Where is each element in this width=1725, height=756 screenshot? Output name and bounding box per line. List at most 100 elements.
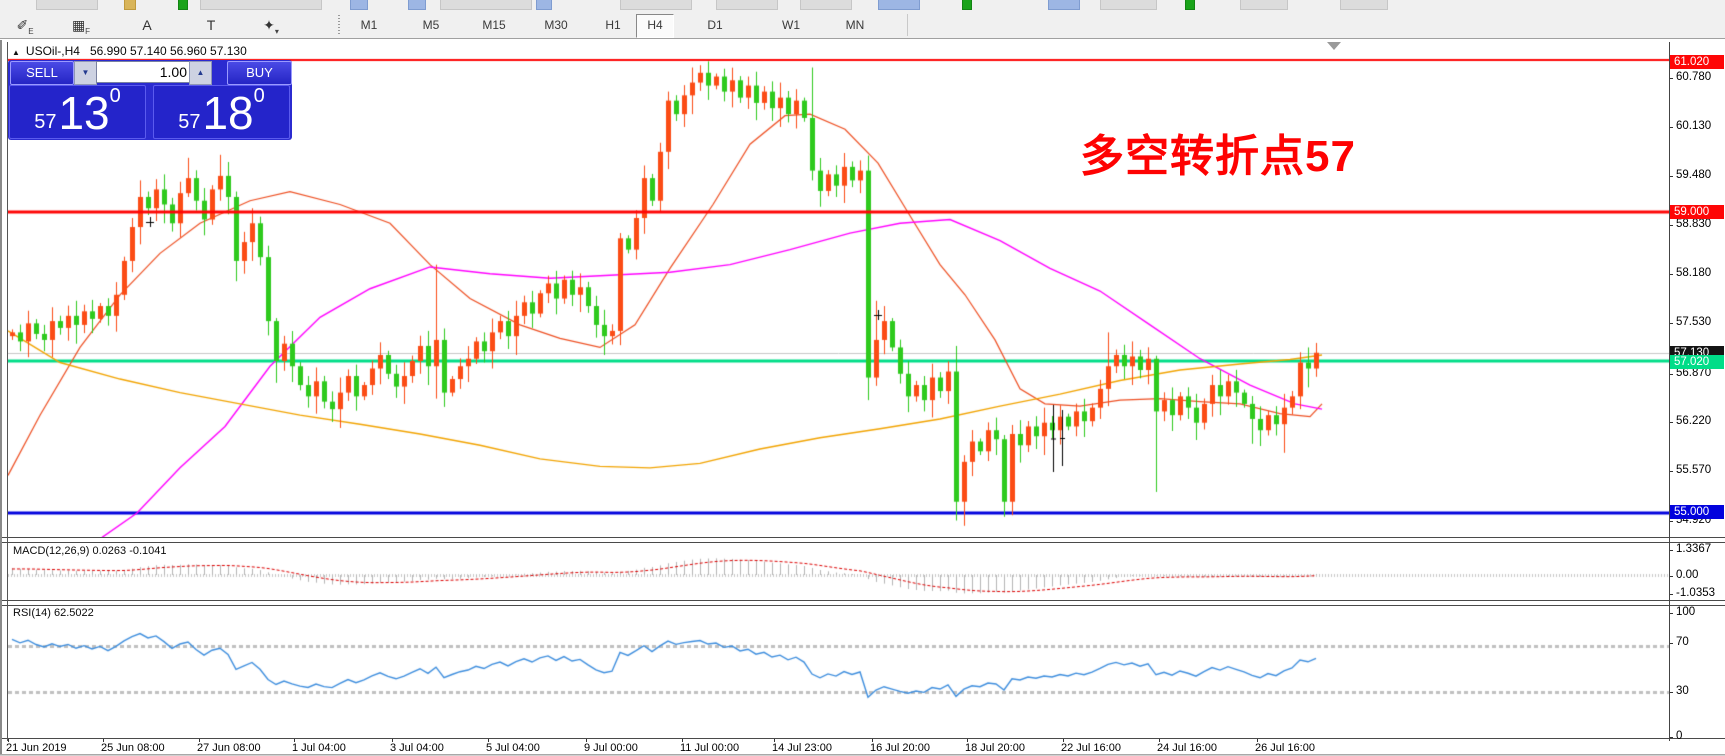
macd-axis-label: 0.00 [1676,569,1699,581]
timeframe-button-h4[interactable]: H4 [636,14,674,38]
volume-input[interactable] [96,61,192,83]
time-axis-label: 1 Jul 04:00 [292,742,346,754]
axis-tick [1669,127,1673,128]
axis-tick [1669,737,1673,738]
macd-axis-label: -1.0353 [1676,587,1716,599]
time-axis-tick [1257,739,1258,742]
price-badge-59.000: 59.000 [1670,205,1724,219]
rsi-axis-label: 30 [1676,685,1689,697]
time-axis-label: 26 Jul 16:00 [1255,742,1315,754]
toolbar-fragment [1185,0,1195,10]
time-axis-label: 5 Jul 04:00 [486,742,540,754]
time-axis-label: 24 Jul 16:00 [1157,742,1217,754]
ohlc-quote: 56.990 57.140 56.960 57.130 [89,44,247,58]
toolbar-fragment [536,0,552,10]
axis-tick [1669,521,1673,522]
volume-increase-button[interactable]: ▲ [189,61,212,85]
rsi-axis-label: 100 [1676,606,1696,618]
buy-price-button[interactable]: 57 18 0 [153,85,290,139]
time-axis-label: 25 Jun 08:00 [101,742,165,754]
pane-separator[interactable] [0,537,1725,543]
text-label-icon[interactable]: A [142,17,152,33]
rsi-value: 62.5022 [53,607,94,619]
axis-tick [1669,550,1673,551]
timeframe-button-m1[interactable]: M1 [360,18,378,32]
time-axis-label: 14 Jul 23:00 [772,742,832,754]
toolbar-fragment [124,0,136,10]
buy-price-point: 0 [253,85,265,107]
time-axis-label: 11 Jul 00:00 [680,742,740,754]
time-axis-label: 27 Jun 08:00 [197,742,261,754]
axis-tick [1669,374,1673,375]
toolbar-fragment [878,0,920,10]
time-axis-label: 22 Jul 16:00 [1061,742,1121,754]
chart-annotation-text: 多空转折点57 [1080,132,1356,181]
timeframe-button-h1[interactable]: H1 [605,18,621,32]
price-axis-label: 56.220 [1676,415,1712,427]
buy-price-units: 57 [178,111,201,133]
time-axis-tick [294,739,295,742]
toolbar-drag-handle[interactable] [336,15,341,35]
toolbar-fragment [1048,0,1080,10]
toolbar-fragment [200,0,322,10]
macd-main-value: 0.0263 [92,545,127,557]
axis-tick [1669,225,1673,226]
toolbar-fragment [1340,0,1388,10]
rsi-axis-label: 0 [1676,730,1683,742]
time-axis[interactable]: 21 Jun 2019 25 Jun 08:00 27 Jun 08:00 1 Jul… [0,739,1725,754]
buy-price-pips: 18 [202,87,254,139]
price-axis-border [1669,42,1670,741]
axis-tick [1669,78,1673,79]
shapes-icon[interactable]: ✦▾ [263,17,279,36]
timeframe-button-m5[interactable]: M5 [422,18,440,32]
axis-tick [1669,643,1673,644]
timeframe-button-m30[interactable]: M30 [544,18,568,32]
toolbar-fragment [440,0,532,10]
timeframe-button-w1[interactable]: W1 [782,18,800,32]
axis-tick [1669,594,1673,595]
price-chart-canvas[interactable] [8,42,1669,741]
time-axis-tick [774,739,775,742]
price-axis-label: 57.530 [1676,316,1712,328]
time-axis-label: 21 Jun 2019 [6,742,67,754]
time-axis-tick [8,739,9,742]
toolbar-fragment [620,0,692,10]
axis-tick [1669,613,1673,614]
time-axis-tick [967,739,968,742]
price-axis-label: 58.830 [1676,218,1712,230]
toolbar-fragment [178,0,188,10]
timeframe-button-d1[interactable]: D1 [707,18,723,32]
toolbar-fragment [1100,0,1157,10]
timeframe-button-mn[interactable]: MN [845,18,865,32]
rsi-indicator-label: RSI(14) 62.5022 [13,607,94,619]
toolbar-fragment [800,0,852,10]
chart-shift-marker-icon[interactable] [1327,42,1341,50]
axis-tick [1669,422,1673,423]
time-axis-tick [103,739,104,742]
toolbar-fragment [408,0,426,10]
time-axis-tick [199,739,200,742]
sell-button[interactable]: SELL [10,61,74,85]
chart-toolbar: ✐E ▦F A T ✦▾ M1 M5 M15 M30 H1 H4 D1 W1 MN [0,10,1725,44]
price-badge-57.020: 57.020 [1670,355,1724,369]
line-studies-icon[interactable]: ✐E [16,17,34,36]
buy-button[interactable]: BUY [227,61,292,85]
timeframe-button-m15[interactable]: M15 [482,18,506,32]
time-axis-tick [586,739,587,742]
collapse-arrow-icon[interactable]: ▲ [12,48,20,57]
pane-separator[interactable] [0,600,1725,606]
price-axis-label: 58.180 [1676,267,1712,279]
symbol-timeframe-label: USOil-,H4 [25,44,80,58]
pane-border [7,42,8,741]
price-axis-label: 60.780 [1676,71,1712,83]
time-axis-tick [1159,739,1160,742]
indicator-grid-icon[interactable]: ▦F [71,17,91,36]
text-box-icon[interactable]: T [206,17,216,33]
toolbar-fragment [36,0,98,10]
price-axis-label: 60.130 [1676,120,1712,132]
sell-price-button[interactable]: 57 13 0 [9,85,146,139]
volume-decrease-button[interactable]: ▼ [74,61,97,85]
price-badge-61.020: 61.020 [1670,55,1724,69]
